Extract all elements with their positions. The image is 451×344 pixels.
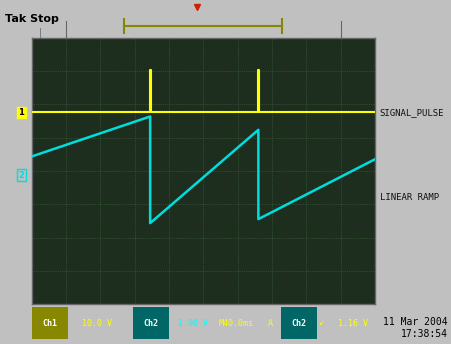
Bar xyxy=(32,308,68,339)
Text: Ch2: Ch2 xyxy=(143,319,158,328)
Text: ↙: ↙ xyxy=(318,320,324,326)
Text: Ch2: Ch2 xyxy=(290,319,305,328)
Text: 1.00 V: 1.00 V xyxy=(178,319,207,328)
Text: 1.16 V: 1.16 V xyxy=(337,319,367,328)
Bar xyxy=(280,308,316,339)
Text: 1: 1 xyxy=(18,108,24,117)
Text: LINEAR RAMP: LINEAR RAMP xyxy=(379,193,438,202)
Text: SIGNAL_PULSE: SIGNAL_PULSE xyxy=(379,108,443,117)
Bar xyxy=(133,308,169,339)
Text: 10.0 V: 10.0 V xyxy=(82,319,112,328)
Text: 17:38:54: 17:38:54 xyxy=(400,329,446,340)
Text: Tak Stop: Tak Stop xyxy=(5,14,58,24)
Text: |: | xyxy=(38,28,41,38)
Text: 11 Mar 2004: 11 Mar 2004 xyxy=(382,316,446,327)
Text: M40.0ms: M40.0ms xyxy=(218,319,253,328)
Text: Ch1: Ch1 xyxy=(42,319,57,328)
Text: A: A xyxy=(267,319,272,328)
Text: 2: 2 xyxy=(18,171,24,180)
